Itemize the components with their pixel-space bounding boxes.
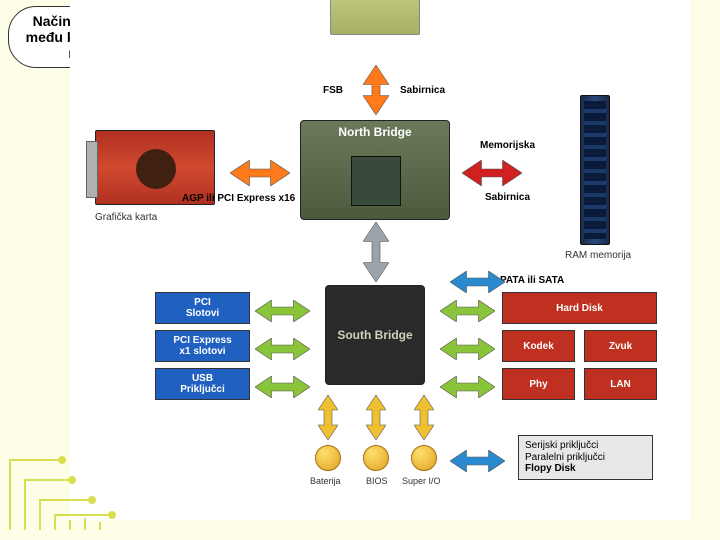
right-box: Zvuk	[584, 330, 657, 362]
cpu-image	[330, 0, 420, 35]
arrow	[230, 160, 290, 186]
fsb-label: FSB	[323, 85, 343, 96]
arrow	[255, 376, 310, 398]
right-box: Hard Disk	[502, 292, 657, 324]
arrow	[255, 338, 310, 360]
ram-image	[580, 95, 610, 245]
battery-circle	[315, 445, 341, 471]
arrow	[450, 450, 505, 472]
arrow	[363, 222, 389, 282]
bios-circle	[363, 445, 389, 471]
serial-box: Serijski priključci Paralelni priključci…	[518, 435, 653, 480]
mem-sab-label: Sabirnica	[485, 192, 530, 203]
left-box: PCI Expressx1 slotovi	[155, 330, 250, 362]
arrow	[440, 376, 495, 398]
gpu-caption: Grafička karta	[95, 212, 157, 223]
left-box: PCISlotovi	[155, 292, 250, 324]
mem-label: Memorijska	[480, 140, 535, 151]
arrow	[440, 300, 495, 322]
superio-circle	[411, 445, 437, 471]
right-box: LAN	[584, 368, 657, 400]
battery-label: Baterija	[310, 476, 341, 486]
pata-label: PATA ili SATA	[500, 275, 564, 286]
arrow	[450, 271, 505, 293]
arrow	[366, 395, 386, 440]
right-box: Kodek	[502, 330, 575, 362]
arrow	[462, 160, 522, 186]
arrow	[318, 395, 338, 440]
right-box: Phy	[502, 368, 575, 400]
superio-label: Super I/O	[402, 476, 441, 486]
south-bridge-label: South Bridge	[337, 328, 412, 342]
agp-label: AGP ili PCI Express x16	[182, 193, 295, 204]
arrow	[440, 338, 495, 360]
arrow	[414, 395, 434, 440]
serial-l1: Serijski priključci	[525, 440, 646, 452]
ram-caption: RAM memorija	[565, 250, 631, 261]
bios-label: BIOS	[366, 476, 388, 486]
north-bridge-chip: North Bridge	[300, 120, 450, 220]
serial-l3: Flopy Disk	[525, 463, 646, 475]
sab-top-label: Sabirnica	[400, 85, 445, 96]
left-box: USBPriključci	[155, 368, 250, 400]
serial-l2: Paralelni priključci	[525, 452, 646, 464]
south-bridge-chip: South Bridge	[325, 285, 425, 385]
arrow	[255, 300, 310, 322]
arrow	[363, 65, 389, 115]
north-bridge-label: North Bridge	[338, 125, 411, 139]
circuit-decor	[0, 420, 180, 540]
